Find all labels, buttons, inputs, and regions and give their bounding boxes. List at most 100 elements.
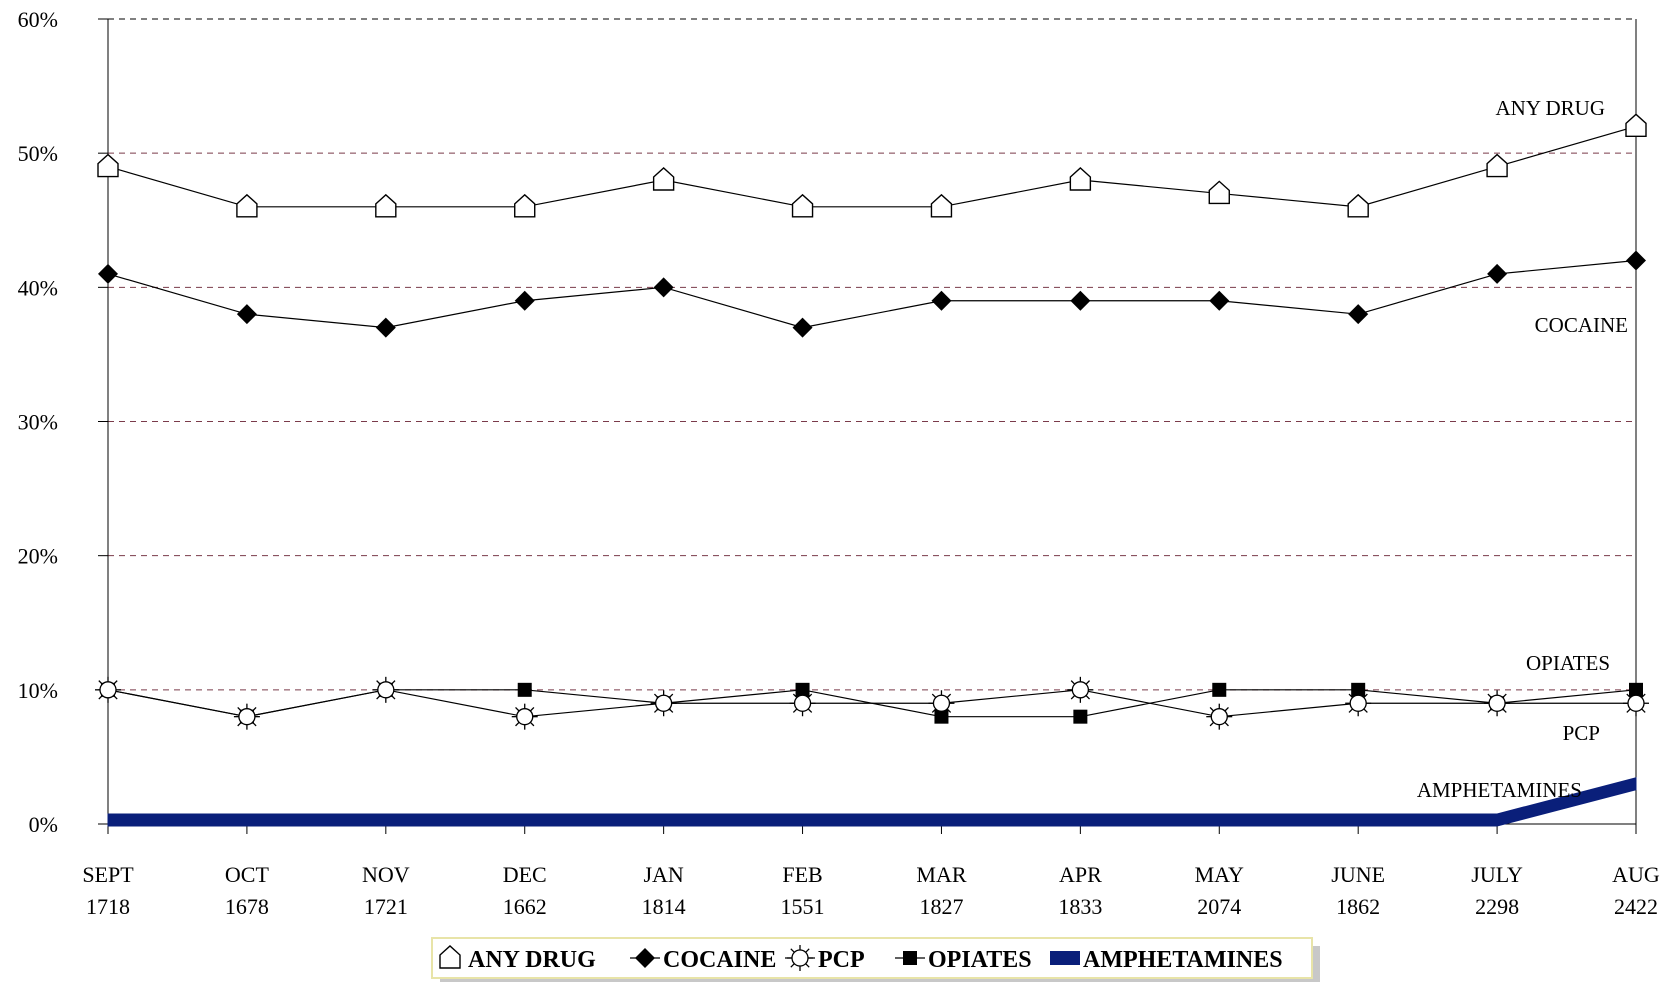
- x-tick-count: 1814: [642, 894, 686, 919]
- x-tick-month: JUNE: [1331, 862, 1385, 887]
- diamond-icon: [635, 948, 655, 968]
- y-tick-label: 10%: [18, 678, 58, 703]
- series-line: [107, 689, 1636, 718]
- data-point: [1626, 250, 1646, 271]
- diamond-shape: [1209, 290, 1230, 311]
- sun-ray: [1209, 707, 1215, 712]
- legend-item-opiates: OPIATES: [895, 947, 1032, 973]
- x-tick-count: 1862: [1336, 894, 1380, 919]
- series-line: [107, 259, 1637, 329]
- sun-ray: [790, 963, 795, 968]
- sun-center: [1488, 694, 1506, 712]
- sun-center: [793, 694, 812, 712]
- sun-center: [791, 949, 809, 967]
- x-tick-count: 1833: [1058, 894, 1102, 919]
- house-shape: [375, 193, 397, 218]
- sun-ray: [1070, 695, 1076, 700]
- sun-ray: [1224, 707, 1229, 712]
- diamond-shape: [1626, 250, 1646, 271]
- sun-center: [238, 708, 256, 726]
- sun-ray: [1626, 693, 1631, 699]
- sun-ray: [807, 693, 813, 699]
- data-point: [795, 682, 810, 697]
- sun-ray: [529, 721, 535, 727]
- diamond-shape: [236, 304, 257, 325]
- y-tick-label: 50%: [18, 141, 58, 166]
- sun-ray: [376, 680, 381, 685]
- sun-ray: [237, 707, 242, 712]
- x-tick-month: SEPT: [82, 862, 134, 887]
- data-point: [514, 290, 535, 311]
- data-point: [1212, 682, 1227, 697]
- series-annotations: ANY DRUG COCAINE OPIATES PCP AMPHETAMINES: [1417, 96, 1628, 802]
- grid-lines: [108, 18, 1636, 691]
- sun-ray: [113, 680, 118, 685]
- legend-box: [431, 937, 1313, 979]
- sun-ray: [515, 707, 520, 712]
- sun-ray: [1641, 693, 1646, 699]
- sun-ray: [1348, 708, 1353, 713]
- legend-item-any-drug: ANY DRUG: [439, 945, 596, 973]
- data-point: [1073, 709, 1088, 724]
- data-point: [372, 676, 399, 703]
- house-shape: [1347, 193, 1369, 218]
- sun-ray: [113, 695, 118, 700]
- sun-ray: [1502, 693, 1507, 699]
- x-tick-month: FEB: [782, 862, 822, 887]
- legend-label: OPIATES: [928, 947, 1032, 973]
- y-tick-label: 20%: [18, 544, 58, 569]
- sun-ray: [98, 680, 103, 685]
- data-point: [1206, 703, 1233, 730]
- sun-ray: [252, 721, 257, 727]
- sun-ray: [805, 948, 810, 953]
- square-shape: [903, 951, 917, 965]
- sun-ray: [668, 708, 674, 713]
- data-point: [1347, 193, 1369, 218]
- square-shape: [517, 682, 532, 697]
- data-point: [1484, 690, 1511, 717]
- y-axis-ticks: 0% 10% 20% 30% 40% 50% 60%: [18, 7, 108, 837]
- x-tick-month: DEC: [503, 862, 547, 887]
- x-tick-month: MAR: [916, 862, 966, 887]
- data-point: [1067, 676, 1094, 703]
- x-tick-count: 1827: [919, 894, 963, 919]
- data-point: [514, 193, 536, 218]
- legend-label: ANY DRUG: [468, 947, 596, 973]
- sun-center: [1627, 694, 1645, 712]
- sun-ray: [931, 708, 937, 713]
- data-point: [791, 193, 814, 218]
- data-point: [789, 690, 816, 717]
- square-shape: [1351, 682, 1366, 697]
- house-icon: [439, 945, 461, 969]
- x-tick-month: AUG: [1612, 862, 1660, 887]
- square-shape: [795, 682, 810, 697]
- house-shape: [1208, 180, 1230, 205]
- diamond-shape: [653, 277, 674, 298]
- legend-item-pcp: PCP: [785, 945, 865, 973]
- x-tick-count: 1678: [225, 894, 269, 919]
- diamond-shape: [792, 317, 813, 338]
- sun-center: [654, 694, 673, 712]
- house-shape: [930, 193, 953, 218]
- series-pcp: [95, 676, 1649, 730]
- sun-center: [932, 694, 951, 712]
- y-tick-label: 60%: [18, 7, 58, 32]
- sun-ray: [1641, 708, 1646, 713]
- house-shape: [1625, 113, 1647, 138]
- sun-ray: [1487, 708, 1492, 713]
- sun-ray: [1085, 695, 1091, 700]
- series-annotation: ANY DRUG: [1496, 96, 1605, 120]
- data-point: [1345, 690, 1372, 717]
- diamond-shape: [635, 948, 655, 968]
- x-tick-count: 1551: [781, 894, 825, 919]
- data-point: [1348, 304, 1369, 325]
- sun-ray: [1626, 708, 1631, 713]
- sun-ray: [1363, 708, 1368, 713]
- data-point: [652, 167, 675, 191]
- x-tick-month: OCT: [225, 862, 270, 887]
- sun-center: [99, 681, 117, 699]
- sun-ray: [653, 693, 659, 699]
- square-shape: [1073, 709, 1088, 724]
- data-point: [1623, 690, 1649, 717]
